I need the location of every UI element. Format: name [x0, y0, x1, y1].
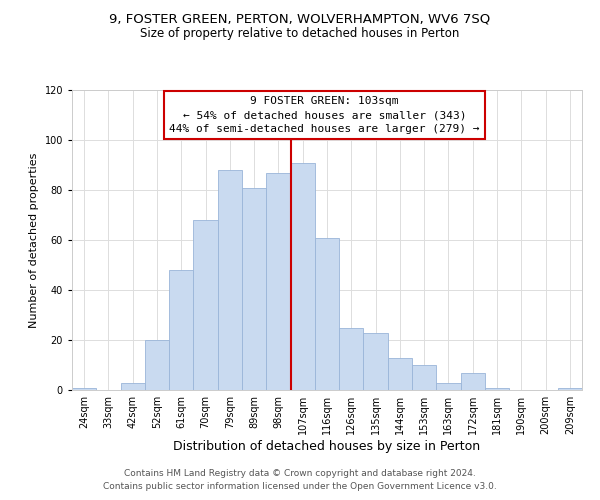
Text: Contains public sector information licensed under the Open Government Licence v3: Contains public sector information licen… — [103, 482, 497, 491]
Text: 9 FOSTER GREEN: 103sqm
← 54% of detached houses are smaller (343)
44% of semi-de: 9 FOSTER GREEN: 103sqm ← 54% of detached… — [169, 96, 480, 134]
Bar — [461, 372, 485, 390]
Bar — [218, 170, 242, 390]
Text: Size of property relative to detached houses in Perton: Size of property relative to detached ho… — [140, 28, 460, 40]
Bar — [121, 382, 145, 390]
Bar — [412, 365, 436, 390]
Bar — [339, 328, 364, 390]
Bar — [290, 162, 315, 390]
X-axis label: Distribution of detached houses by size in Perton: Distribution of detached houses by size … — [173, 440, 481, 453]
Bar — [145, 340, 169, 390]
Bar — [315, 238, 339, 390]
Bar — [388, 358, 412, 390]
Bar — [485, 388, 509, 390]
Bar — [193, 220, 218, 390]
Bar — [242, 188, 266, 390]
Bar — [436, 382, 461, 390]
Bar — [558, 388, 582, 390]
Text: Contains HM Land Registry data © Crown copyright and database right 2024.: Contains HM Land Registry data © Crown c… — [124, 468, 476, 477]
Bar — [72, 388, 96, 390]
Bar — [169, 270, 193, 390]
Bar — [266, 172, 290, 390]
Bar — [364, 332, 388, 390]
Text: 9, FOSTER GREEN, PERTON, WOLVERHAMPTON, WV6 7SQ: 9, FOSTER GREEN, PERTON, WOLVERHAMPTON, … — [109, 12, 491, 26]
Y-axis label: Number of detached properties: Number of detached properties — [29, 152, 39, 328]
